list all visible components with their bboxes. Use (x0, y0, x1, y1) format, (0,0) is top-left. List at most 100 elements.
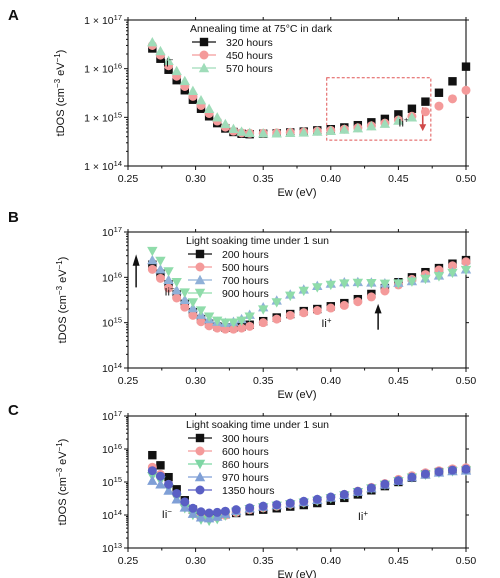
data-point (156, 461, 165, 470)
data-point (147, 246, 158, 257)
x-tick-label: 0.45 (388, 375, 409, 387)
data-point (180, 302, 190, 312)
data-point (420, 469, 430, 479)
y-tick-label: 1016 (102, 270, 122, 284)
annotation-ii-minus: Ii− (165, 284, 176, 298)
data-point (312, 283, 323, 293)
y-tick-label: 1017 (102, 409, 122, 423)
legend-marker (199, 50, 209, 60)
data-point (196, 317, 206, 327)
data-point (447, 465, 457, 475)
data-point (155, 479, 166, 489)
legend-marker (198, 62, 210, 73)
plot-frame (127, 415, 467, 549)
y-axis-title: tDOS (cm−3 eV−1) (55, 257, 69, 344)
data-point (258, 318, 268, 328)
data-point (172, 488, 182, 498)
data-point (285, 127, 296, 138)
data-point (299, 308, 309, 318)
data-point (352, 278, 364, 289)
legend-title: Light soaking time under 1 sun (186, 419, 329, 431)
data-point (195, 512, 207, 522)
data-point (228, 123, 239, 134)
x-tick-label: 0.50 (456, 375, 477, 387)
data-point (155, 256, 166, 267)
legend-label: 450 hours (226, 50, 273, 62)
legend-label: 900 hours (222, 288, 269, 300)
data-point (148, 450, 157, 460)
data-point (236, 316, 247, 326)
data-point (180, 497, 190, 507)
data-point (171, 285, 182, 295)
data-point (164, 283, 174, 293)
legend-label: 970 hours (222, 472, 269, 484)
trend-arrow-head (132, 254, 140, 266)
data-point (172, 293, 182, 303)
legend-marker (199, 37, 209, 47)
data-point (421, 97, 430, 106)
data-point (461, 62, 471, 71)
data-point (434, 88, 444, 97)
panel-letter: B (8, 209, 19, 226)
legend-label: 700 hours (222, 275, 269, 287)
data-point (393, 115, 404, 125)
data-point (420, 107, 430, 117)
data-point (203, 512, 215, 523)
data-point (188, 503, 198, 513)
data-point (187, 508, 199, 518)
data-point (352, 122, 364, 133)
legend-label: 600 hours (222, 446, 269, 458)
trend-arrow-head (374, 303, 382, 314)
data-point (220, 318, 231, 328)
data-point (434, 101, 444, 111)
legend-marker (194, 471, 206, 482)
highlight-box (326, 77, 432, 141)
data-point (461, 85, 471, 95)
data-point (171, 278, 182, 288)
x-tick-label: 0.50 (456, 173, 477, 185)
data-point (187, 85, 199, 96)
legend-label: 200 hours (222, 249, 269, 261)
data-point (195, 94, 207, 105)
y-tick-label: 1014 (102, 361, 122, 375)
data-point (258, 305, 269, 315)
legend-marker (194, 459, 206, 470)
data-point (366, 279, 377, 289)
data-point (231, 505, 241, 515)
y-tick-label: 1013 (102, 541, 122, 555)
y-tick-label: 1015 (102, 475, 122, 489)
data-point (393, 279, 404, 289)
legend-label: 570 hours (226, 63, 273, 75)
data-point (461, 464, 471, 474)
data-point (147, 254, 158, 265)
annotation-ii-plus: Ii+ (358, 509, 369, 523)
legend-title: Annealing time at 75°C in dark (190, 23, 333, 35)
data-point (285, 310, 295, 320)
data-point (461, 257, 471, 267)
data-point (164, 479, 174, 489)
data-point (339, 489, 349, 499)
chart-panel-c: C 0.25 0.30 0.35 0.40 0.45 0.50 1013 1014 1015 101… (8, 402, 476, 578)
annotation-ii-plus: Ii+ (321, 316, 332, 330)
data-point (179, 502, 190, 512)
data-point (148, 260, 157, 269)
data-point (420, 274, 431, 285)
data-point (326, 303, 336, 313)
legend-title: Light soaking time under 1 sun (186, 235, 329, 247)
data-point (204, 508, 214, 518)
data-point (406, 277, 418, 287)
data-point (299, 496, 309, 506)
data-point (325, 280, 336, 291)
data-point (406, 112, 418, 122)
data-point (447, 261, 457, 271)
data-point (188, 310, 198, 320)
x-tick-label: 0.45 (388, 173, 409, 185)
x-axis-title: Ew (eV) (277, 569, 316, 578)
data-point (163, 274, 174, 285)
data-point (155, 264, 166, 274)
data-point (163, 55, 174, 66)
legend-marker (195, 485, 205, 495)
x-axis-title: Ew (eV) (277, 389, 316, 401)
data-point (203, 312, 215, 322)
